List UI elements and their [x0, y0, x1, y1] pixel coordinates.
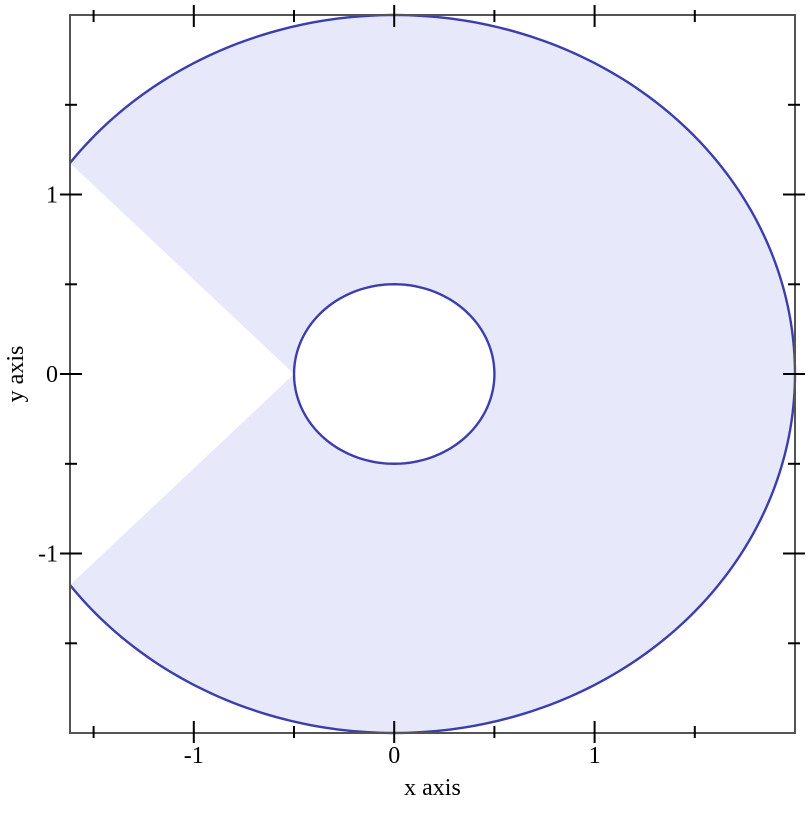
x-tick-label: -1: [184, 743, 204, 769]
x-axis-title: x axis: [404, 775, 461, 801]
x-tick-label: 0: [388, 743, 400, 769]
x-tick-label: 1: [589, 743, 601, 769]
region-fill: [69, 15, 796, 733]
inner-circle-line: [292, 283, 496, 465]
y-axis-title: y axis: [3, 346, 29, 403]
tick-layer: [60, 5, 805, 743]
y-tick-label: -1: [38, 542, 58, 568]
region-layer: [69, 13, 797, 735]
y-tick-label: 0: [46, 362, 58, 388]
y-tick-label: 1: [46, 183, 58, 209]
tick-label-layer: -1 0 1 -1 0 1: [38, 183, 601, 770]
